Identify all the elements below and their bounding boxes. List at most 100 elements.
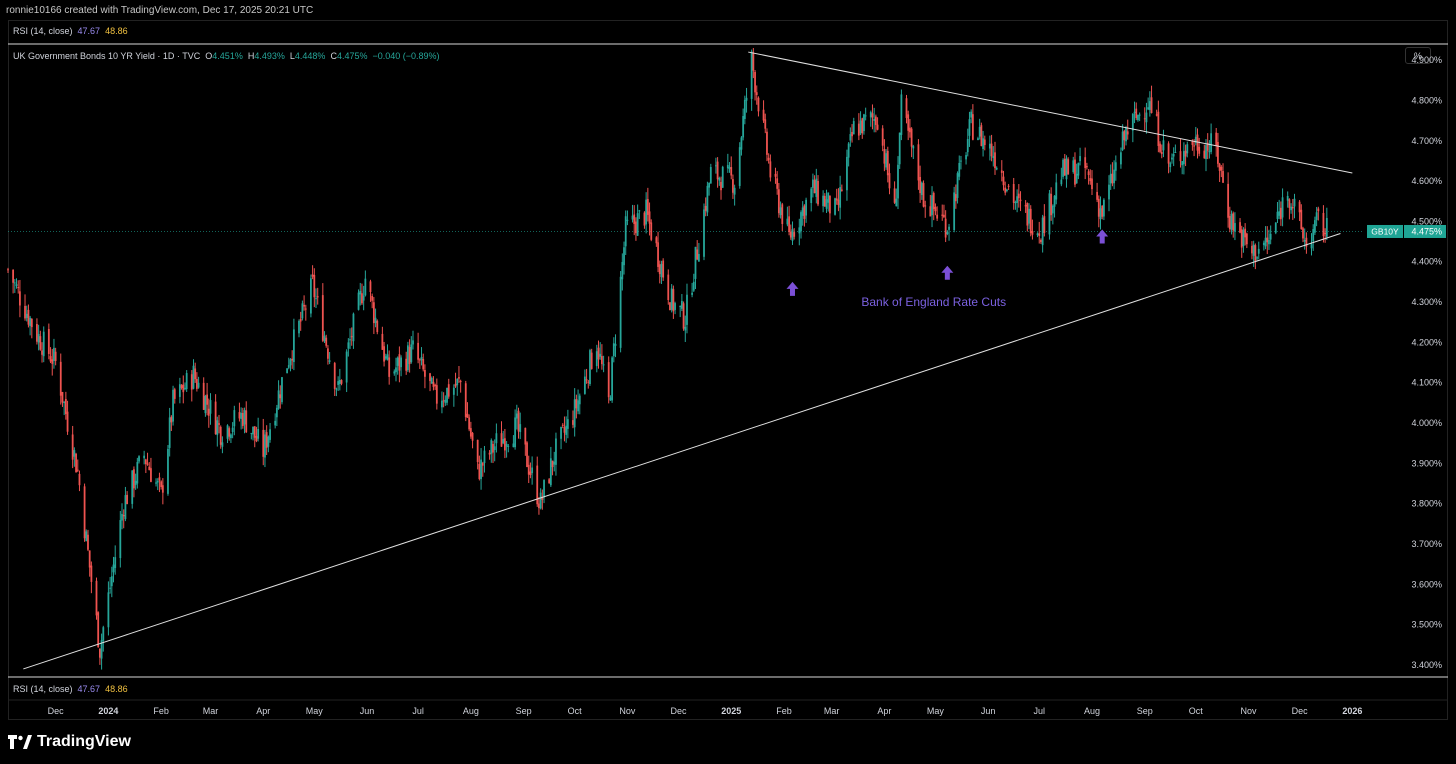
candle-body — [134, 480, 137, 486]
candle-body — [1184, 150, 1187, 157]
candle-body — [922, 183, 925, 207]
candle-body — [37, 333, 40, 343]
candle-body — [526, 442, 528, 467]
candle-body — [1089, 178, 1092, 182]
candle-body — [352, 313, 355, 342]
candle-body — [383, 346, 385, 362]
candle-body — [971, 114, 974, 140]
candle-body — [966, 138, 969, 153]
rsi-label: RSI (14, close) — [13, 26, 73, 36]
candle-body — [1251, 245, 1253, 254]
candle-body — [376, 320, 379, 333]
candle-body — [364, 278, 367, 296]
candle-body — [1101, 205, 1104, 217]
candle-body — [720, 181, 722, 191]
candle-body — [626, 219, 629, 221]
candle-body — [1121, 131, 1124, 150]
candle-body — [1169, 163, 1172, 168]
symbol-legend[interactable]: UK Government Bonds 10 YR Yield · 1D · T… — [13, 51, 440, 61]
candle-body — [648, 211, 651, 224]
candle-body — [110, 576, 113, 587]
candle-body — [97, 612, 100, 648]
candle-body — [214, 401, 217, 435]
candle-body — [764, 119, 767, 129]
candle-body — [1038, 233, 1041, 236]
candle-body — [1024, 204, 1027, 207]
candle-body — [1087, 171, 1090, 176]
symbol-tag-bg — [1367, 224, 1403, 238]
candle-body — [864, 115, 867, 117]
candle-body — [357, 292, 360, 310]
candle-body — [874, 116, 877, 125]
candle-body — [1002, 176, 1005, 186]
candle-body — [669, 302, 671, 311]
candle-body — [1062, 159, 1064, 177]
candle-body — [98, 648, 101, 658]
candle-body — [456, 378, 459, 386]
candle-body — [600, 356, 603, 365]
candle-body — [476, 439, 479, 463]
candle-body — [228, 428, 231, 437]
candle-body — [464, 383, 467, 418]
symbol-title: UK Government Bonds 10 YR Yield · 1D · T… — [13, 51, 201, 61]
candle-body — [953, 192, 956, 231]
y-tick-label: 3.800% — [1411, 499, 1442, 509]
x-tick-label: Sep — [1137, 706, 1153, 716]
candle-body — [852, 121, 855, 135]
candle-body — [573, 399, 576, 428]
candle-body — [395, 367, 397, 373]
candle-body — [442, 400, 445, 402]
candle-body — [311, 274, 314, 277]
candle-body — [338, 379, 341, 384]
candle-body — [102, 627, 105, 641]
candle-body — [138, 456, 140, 462]
candle-body — [407, 345, 409, 371]
brand-name: TradingView — [37, 733, 131, 750]
percent-scale-button[interactable]: % — [1405, 47, 1431, 64]
candle-body — [1007, 185, 1010, 187]
candle-body — [90, 565, 93, 582]
candle-body — [304, 308, 307, 310]
high-value: 4.493% — [254, 51, 285, 61]
candle-body — [121, 513, 123, 521]
candle-body — [168, 417, 171, 448]
candle-body — [17, 287, 20, 289]
candle-body — [943, 214, 945, 218]
candle-body — [444, 399, 447, 403]
candle-body — [607, 362, 610, 398]
y-tick-label: 3.500% — [1411, 620, 1442, 630]
candle-body — [1072, 160, 1075, 173]
candle-body — [583, 376, 586, 394]
candle-body — [539, 492, 542, 509]
candle-body — [1218, 163, 1221, 171]
candle-body — [706, 185, 709, 213]
candle-body — [291, 358, 294, 361]
candle-body — [835, 198, 838, 201]
candle-body — [602, 364, 605, 366]
candle-body — [1244, 228, 1247, 238]
candle-body — [83, 486, 86, 539]
candle-body — [662, 260, 665, 278]
candle-body — [1060, 179, 1063, 185]
candle-body — [226, 425, 229, 439]
tradingview-logo[interactable]: TradingView — [8, 733, 131, 751]
x-tick-label: May — [927, 706, 945, 716]
candle-body — [791, 229, 794, 241]
candle-body — [704, 205, 707, 211]
candle-body — [1155, 114, 1158, 116]
candle-body — [1167, 143, 1170, 164]
x-tick-label: Mar — [824, 706, 840, 716]
candle-body — [1228, 216, 1231, 230]
x-tick-label: 2026 — [1342, 706, 1362, 716]
candle-body — [315, 298, 317, 300]
candle-body — [432, 381, 435, 387]
y-tick-label: 3.400% — [1411, 660, 1442, 670]
candle-body — [253, 426, 256, 438]
candle-body — [694, 246, 697, 279]
low-value: 4.448% — [294, 51, 326, 61]
candle-body — [1017, 193, 1020, 199]
candle-body — [1041, 217, 1044, 246]
candle-body — [195, 379, 198, 389]
candle-body — [47, 328, 50, 354]
